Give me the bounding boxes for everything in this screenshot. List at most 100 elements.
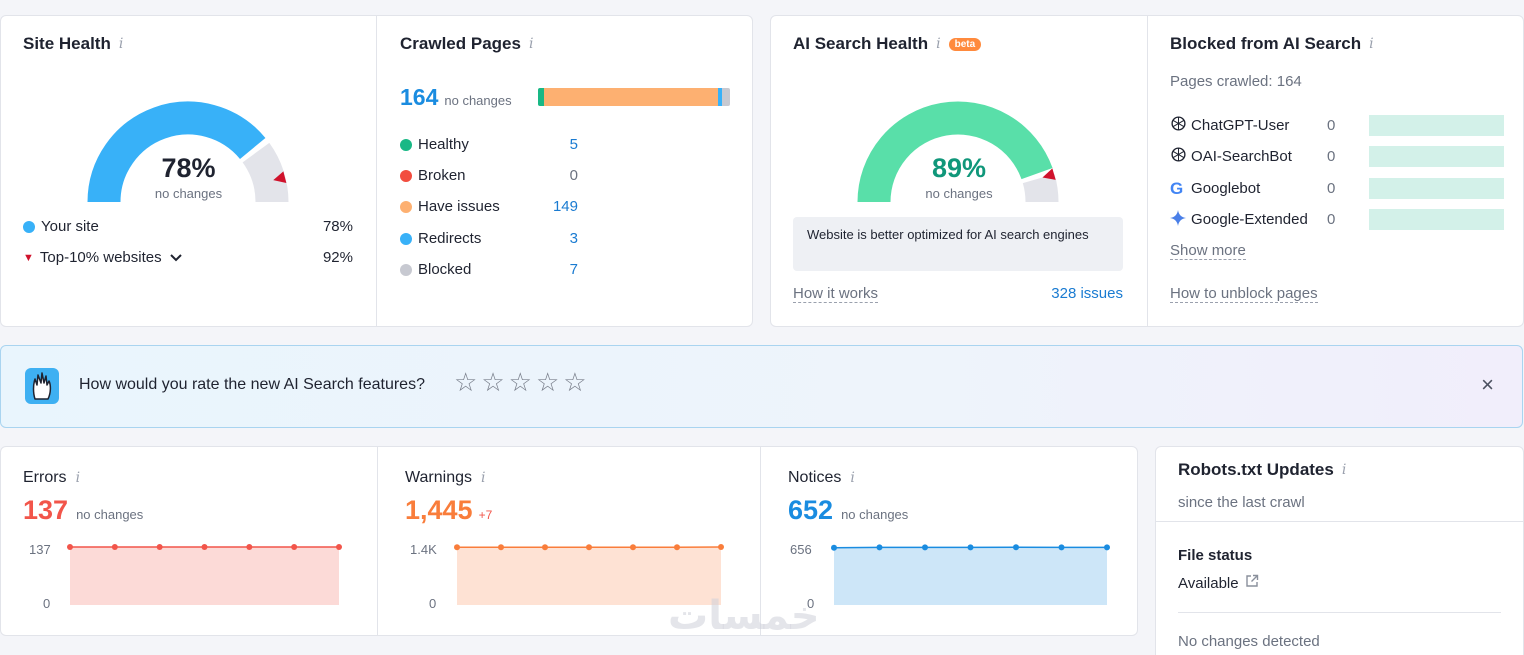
row-value[interactable]: 7 <box>569 261 578 278</box>
errors-title: Errors <box>23 469 67 486</box>
chart-point[interactable] <box>67 544 73 550</box>
feedback-banner: How would you rate the new AI Search fea… <box>0 345 1523 428</box>
warnings-widget: Warnings i 1,445 +7 1.4K 0 <box>377 447 760 635</box>
chart-point[interactable] <box>1058 544 1065 551</box>
row-label: Redirects <box>418 230 482 247</box>
google-icon: G <box>1170 178 1184 198</box>
chart-point[interactable] <box>1013 544 1019 551</box>
notices-trend-chart <box>831 544 1110 605</box>
info-icon[interactable]: i <box>480 470 486 486</box>
ai-search-change: no changes <box>925 186 993 201</box>
bar-segment-healthy[interactable] <box>538 88 544 106</box>
star-icon[interactable]: ☆ <box>535 367 560 397</box>
star-icon[interactable]: ☆ <box>481 367 505 397</box>
robots-divider-2 <box>1178 612 1501 613</box>
info-icon[interactable]: i <box>118 36 124 52</box>
how-it-works-link[interactable]: How it works <box>793 285 879 303</box>
bar-segment-issues[interactable] <box>544 88 718 106</box>
info-icon[interactable]: i <box>936 36 941 52</box>
errors-trend-chart <box>67 544 342 605</box>
status-dot <box>400 200 412 213</box>
beta-badge: beta <box>948 37 982 51</box>
warnings-title: Warnings <box>405 469 472 486</box>
chart-point[interactable] <box>201 544 208 550</box>
bot-name: Googlebot <box>1191 180 1261 197</box>
crawled-row-redirects: Redirects 3 <box>400 230 578 247</box>
info-icon[interactable]: i <box>528 36 534 52</box>
row-label: Have issues <box>418 198 500 215</box>
ai-search-health-widget: AI Search Health i beta 89% no changes W… <box>771 16 1147 326</box>
chart-point[interactable] <box>291 544 298 550</box>
chart-area <box>457 547 721 605</box>
chart-point[interactable] <box>336 544 342 550</box>
site-health-change: no changes <box>154 186 223 201</box>
warnings-value[interactable]: 1,445 <box>405 495 473 525</box>
crawled-row-healthy: Healthy 5 <box>400 136 578 153</box>
gauge-fill <box>87 101 266 203</box>
chart-point[interactable] <box>831 544 837 551</box>
show-more-link[interactable]: Show more <box>1170 242 1246 260</box>
notices-title: Notices <box>788 469 842 486</box>
chart-area <box>70 547 339 605</box>
chart-point[interactable] <box>111 544 118 550</box>
site-health-title: Site Health <box>23 34 111 53</box>
notices-value[interactable]: 652 <box>788 495 834 525</box>
ai-search-value: 89% <box>931 153 987 183</box>
row-value[interactable]: 3 <box>569 230 578 247</box>
crawled-pages-bar <box>538 88 730 106</box>
chart-point[interactable] <box>876 544 883 551</box>
star-icon[interactable]: ☆ <box>454 367 478 397</box>
ai-search-gauge <box>857 101 1059 203</box>
file-status-label: File status <box>1178 547 1253 564</box>
star-icon[interactable]: ☆ <box>563 367 587 397</box>
chart-point[interactable] <box>718 544 724 550</box>
row-label: Broken <box>418 167 466 184</box>
chart-area <box>834 547 1107 605</box>
close-icon[interactable]: × <box>1481 372 1494 397</box>
external-link-icon[interactable] <box>1245 574 1259 592</box>
ai-search-note: Website is better optimized for AI searc… <box>793 217 1123 271</box>
crawled-row-blocked: Blocked 7 <box>400 261 578 278</box>
chart-point[interactable] <box>156 544 163 550</box>
y-axis-bottom: 0 <box>807 596 815 611</box>
row-value[interactable]: 5 <box>569 136 578 153</box>
info-icon[interactable]: i <box>75 470 81 486</box>
chart-point[interactable] <box>498 544 504 551</box>
info-icon[interactable]: i <box>850 470 855 486</box>
errors-value[interactable]: 137 <box>23 495 69 525</box>
ai-search-card: AI Search Health i beta 89% no changes W… <box>770 15 1524 327</box>
y-axis-top: 137 <box>29 542 51 557</box>
chart-point[interactable] <box>454 544 460 551</box>
bar-segment-redirects[interactable] <box>718 88 722 106</box>
how-to-unblock-link[interactable]: How to unblock pages <box>1170 285 1318 303</box>
row-value[interactable]: 149 <box>552 198 578 215</box>
chart-point[interactable] <box>630 544 636 551</box>
ai-issues-link[interactable]: 328 issues <box>1051 285 1123 302</box>
legend-label: Top-10% websites <box>39 249 162 266</box>
site-health-gauge <box>87 101 289 203</box>
info-icon[interactable]: i <box>1369 36 1374 52</box>
bot-name: OAI-SearchBot <box>1191 148 1292 165</box>
info-icon[interactable]: i <box>1341 462 1347 478</box>
row-value: 0 <box>569 167 578 184</box>
chart-point[interactable] <box>967 544 974 551</box>
bot-value: 0 <box>1326 148 1336 165</box>
status-dot <box>400 169 412 182</box>
pages-crawled-text: Pages crawled: 164 <box>1170 73 1302 90</box>
chevron-down-icon[interactable] <box>169 249 182 266</box>
star-icon[interactable]: ☆ <box>508 367 532 397</box>
chart-point[interactable] <box>586 544 592 551</box>
errors-widget: Errors i 137 no changes 137 0 <box>1 447 377 635</box>
bar-segment-blocked[interactable] <box>722 88 730 106</box>
chart-point[interactable] <box>674 544 680 551</box>
site-health-value: 78% <box>161 153 216 183</box>
chart-point[interactable] <box>1104 544 1110 551</box>
crawled-pages-total[interactable]: 164 <box>400 84 439 110</box>
chart-point[interactable] <box>542 544 548 551</box>
bot-row-googlebot: G Googlebot 0 <box>1170 178 1504 199</box>
chart-point[interactable] <box>922 544 928 551</box>
top-10-marker <box>273 171 287 183</box>
legend-top-10[interactable]: ▼ Top-10% websites 92% <box>23 249 353 266</box>
chart-point[interactable] <box>246 544 253 550</box>
file-status-value[interactable]: Available <box>1178 574 1239 592</box>
